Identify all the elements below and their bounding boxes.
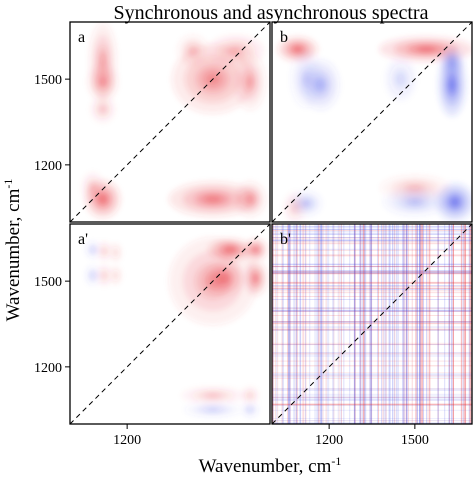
y-tick-label: 1200 — [34, 361, 62, 376]
noise-lines — [272, 224, 472, 424]
peak-contour — [293, 46, 302, 52]
x-tick-label: 1200 — [315, 433, 343, 448]
diagonal-line — [271, 223, 473, 425]
peak-contour — [451, 198, 459, 206]
peak-contour — [246, 76, 254, 88]
diagonal-line — [69, 21, 271, 223]
panel-frame — [271, 223, 473, 425]
y-tick-label: 1500 — [34, 275, 62, 290]
y-axis-label: Wavenumber, cm-1 — [1, 179, 24, 322]
peak-contour — [90, 184, 96, 191]
peak-contour — [416, 46, 436, 52]
x-tick-label: 1200 — [113, 433, 141, 448]
peak-contour — [316, 79, 325, 90]
panel-b': b' 1200 1500 — [271, 223, 473, 448]
x-axis-label: Wavenumber, cm-1 — [199, 454, 342, 477]
peak-contour — [229, 47, 242, 54]
peak-contour — [102, 249, 106, 254]
peak-contour — [203, 195, 222, 203]
diagonal-line — [271, 21, 473, 223]
diagonal-line — [69, 223, 271, 425]
peak-contour — [225, 247, 235, 253]
peak-contour — [91, 273, 95, 278]
peak-contour — [253, 274, 259, 282]
panel-frame — [69, 223, 271, 425]
panel-label: a' — [78, 231, 88, 248]
panel-a: a 1500 1200 — [34, 21, 271, 223]
x-tick-label: 1500 — [401, 433, 429, 448]
peak-contour — [220, 274, 229, 282]
peak-contour — [91, 247, 95, 252]
peak-contour — [189, 47, 197, 54]
peak-contour — [246, 195, 254, 203]
peak-contour — [248, 393, 252, 398]
panel-frame — [69, 21, 271, 223]
peak-contour — [449, 78, 455, 92]
chart-title: Synchronous and asynchronous spectra — [113, 2, 429, 24]
peak-contour — [207, 408, 219, 412]
peak-contour — [248, 408, 252, 412]
peak-contour — [206, 393, 220, 398]
panel-frame — [271, 21, 473, 223]
y-tick-label: 1500 — [34, 73, 62, 88]
peak-contour — [102, 273, 106, 278]
peak-contour — [114, 250, 117, 255]
peak-contour — [253, 247, 259, 253]
peak-contour — [303, 200, 310, 206]
peak-contour — [408, 199, 422, 205]
panel-label: a — [78, 29, 85, 46]
panel-a': a' 1500 1200 1200 — [34, 223, 271, 448]
peak-contour — [99, 78, 106, 86]
peak-contour — [100, 106, 106, 112]
panel-label: b' — [280, 231, 291, 248]
y-tick-label: 1200 — [34, 159, 62, 174]
peak-contour — [114, 273, 117, 278]
panel-b: b — [271, 21, 473, 223]
peak-contour — [397, 74, 404, 84]
panel-label: b — [280, 29, 288, 46]
peak-contour — [449, 58, 455, 66]
